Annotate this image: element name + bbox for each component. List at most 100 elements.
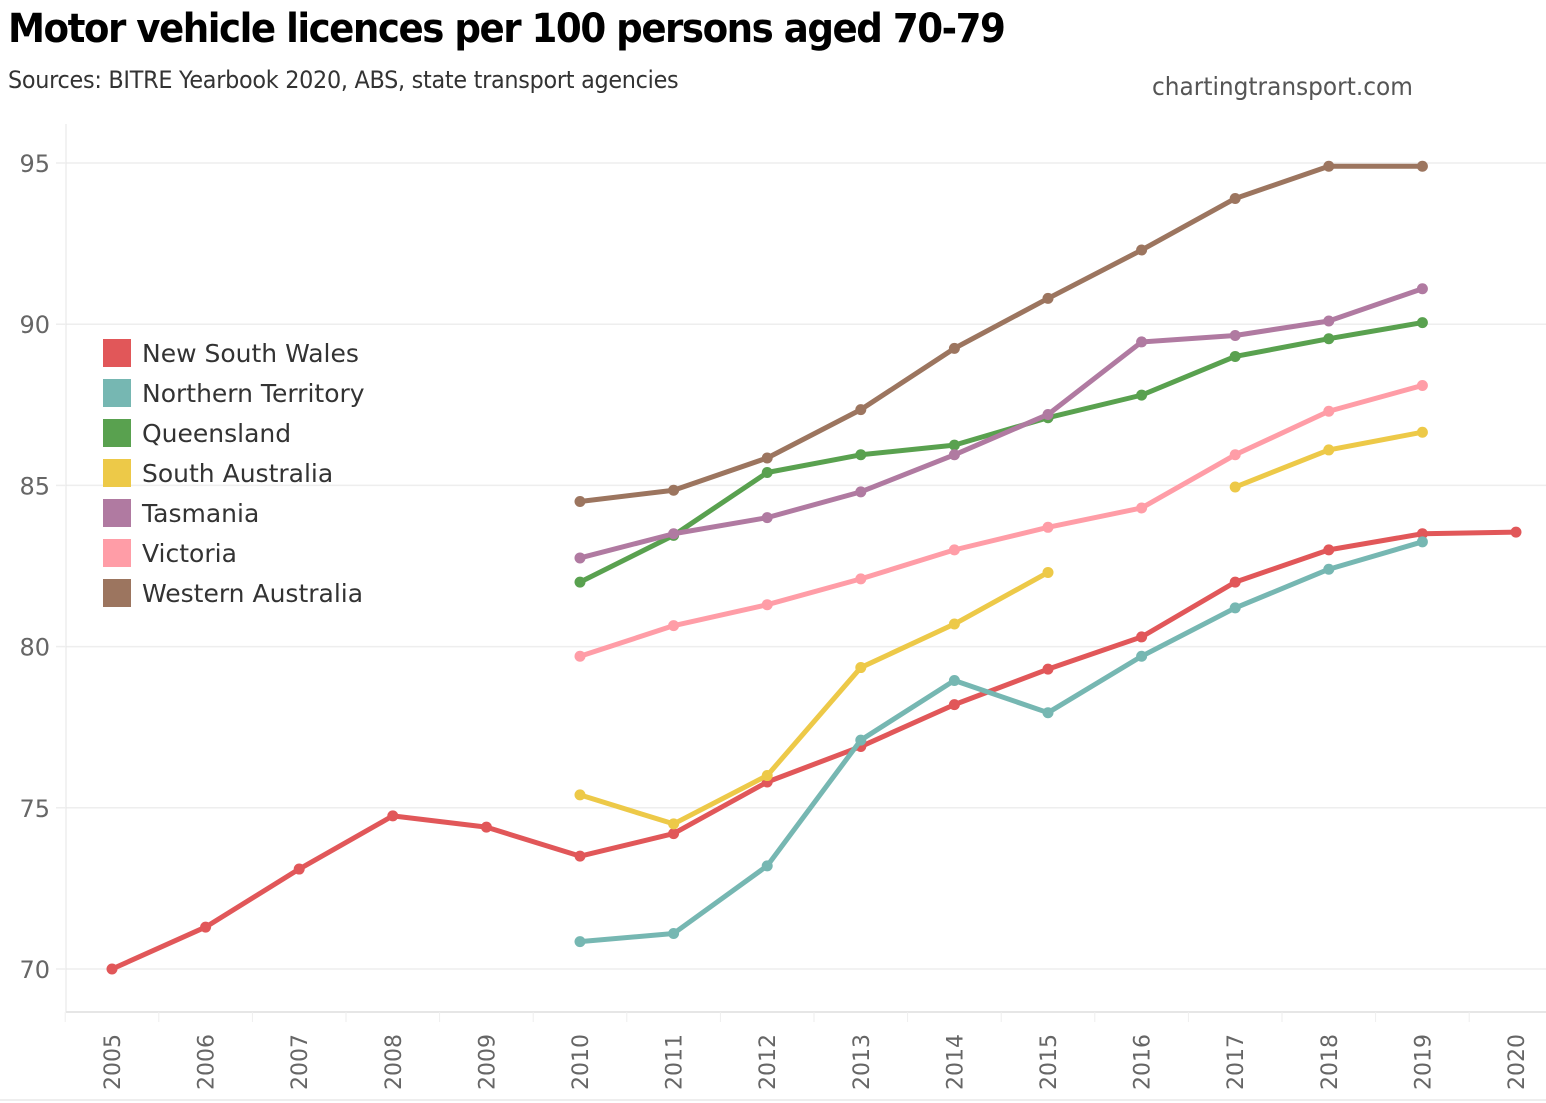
data-point[interactable]	[668, 484, 680, 496]
data-point[interactable]	[1136, 650, 1148, 662]
data-point[interactable]	[668, 620, 680, 632]
data-point[interactable]	[1416, 317, 1428, 329]
series-line	[577, 320, 1425, 585]
data-point[interactable]	[668, 928, 680, 940]
legend-item[interactable]: South Australia	[103, 453, 365, 493]
data-point[interactable]	[480, 821, 492, 833]
data-point[interactable]	[948, 699, 960, 711]
data-point[interactable]	[761, 860, 773, 872]
data-point[interactable]	[1416, 160, 1428, 172]
data-point[interactable]	[1229, 449, 1241, 461]
data-point[interactable]	[1416, 536, 1428, 548]
y-tick-label: 90	[19, 311, 50, 339]
data-point[interactable]	[948, 674, 960, 686]
data-point[interactable]	[1323, 444, 1335, 456]
y-tick-label: 95	[19, 150, 50, 178]
data-point[interactable]	[855, 486, 867, 498]
data-point[interactable]	[855, 662, 867, 674]
data-point[interactable]	[1042, 408, 1054, 420]
data-point[interactable]	[1323, 333, 1335, 345]
data-point[interactable]	[1042, 521, 1054, 533]
data-point[interactable]	[106, 963, 118, 975]
legend-item[interactable]: New South Wales	[103, 333, 365, 373]
x-tick-label: 2006	[195, 1034, 220, 1090]
data-point[interactable]	[1229, 329, 1241, 341]
legend-swatch	[103, 539, 131, 567]
data-point[interactable]	[1416, 528, 1428, 540]
data-point[interactable]	[855, 404, 867, 416]
legend-label: New South Wales	[142, 338, 359, 368]
legend-label: South Australia	[142, 458, 334, 488]
data-point[interactable]	[200, 921, 212, 933]
data-point[interactable]	[1042, 707, 1054, 719]
legend-item[interactable]: Western Australia	[103, 573, 365, 613]
data-point[interactable]	[1136, 244, 1148, 256]
data-point[interactable]	[1229, 481, 1241, 493]
data-point[interactable]	[948, 544, 960, 556]
x-tick-label: 2018	[1318, 1034, 1343, 1090]
data-point[interactable]	[1229, 576, 1241, 588]
data-point[interactable]	[574, 552, 586, 564]
data-point[interactable]	[1416, 379, 1428, 391]
data-point[interactable]	[1416, 426, 1428, 438]
data-point[interactable]	[761, 599, 773, 611]
series-line	[577, 569, 1051, 827]
data-point[interactable]	[1416, 283, 1428, 295]
data-point[interactable]	[855, 734, 867, 746]
data-point[interactable]	[1229, 350, 1241, 362]
data-point[interactable]	[668, 528, 680, 540]
legend-label: Tasmania	[142, 498, 260, 528]
legend-item[interactable]: Queensland	[103, 413, 365, 453]
data-point[interactable]	[948, 342, 960, 354]
data-point[interactable]	[948, 449, 960, 461]
data-point[interactable]	[668, 828, 680, 840]
data-point[interactable]	[574, 576, 586, 588]
series-queensland	[574, 317, 1428, 588]
data-point[interactable]	[1042, 292, 1054, 304]
data-point[interactable]	[1136, 631, 1148, 643]
data-point[interactable]	[1136, 336, 1148, 348]
data-point[interactable]	[1136, 389, 1148, 401]
data-point[interactable]	[761, 467, 773, 479]
data-point[interactable]	[1510, 526, 1522, 538]
data-point[interactable]	[387, 810, 399, 822]
data-point[interactable]	[855, 449, 867, 461]
legend-item[interactable]: Tasmania	[103, 493, 365, 533]
chart-subtitle: Sources: BITRE Yearbook 2020, ABS, state…	[8, 66, 679, 94]
series-western-australia	[574, 160, 1428, 508]
legend-item[interactable]: Victoria	[103, 533, 365, 573]
data-point[interactable]	[855, 573, 867, 585]
data-point[interactable]	[574, 936, 586, 948]
data-point[interactable]	[293, 863, 305, 875]
data-point[interactable]	[1042, 566, 1054, 578]
data-point[interactable]	[1323, 563, 1335, 575]
y-tick-label: 75	[19, 795, 50, 823]
data-point[interactable]	[1323, 160, 1335, 172]
data-point[interactable]	[1229, 192, 1241, 204]
legend-label: Victoria	[142, 538, 237, 568]
data-point[interactable]	[1323, 544, 1335, 556]
data-point[interactable]	[574, 850, 586, 862]
data-point[interactable]	[1042, 663, 1054, 675]
x-tick-label: 2019	[1411, 1034, 1436, 1090]
data-point[interactable]	[1136, 502, 1148, 514]
data-point[interactable]	[761, 512, 773, 524]
data-point[interactable]	[761, 452, 773, 464]
data-point[interactable]	[948, 618, 960, 630]
data-point[interactable]	[1229, 602, 1241, 614]
x-tick-label: 2009	[475, 1034, 500, 1090]
legend-item[interactable]: Northern Territory	[103, 373, 365, 413]
series-line	[577, 382, 1425, 659]
x-tick-label: 2020	[1505, 1034, 1530, 1090]
data-point[interactable]	[761, 770, 773, 782]
data-point[interactable]	[948, 439, 960, 451]
data-point[interactable]	[574, 496, 586, 508]
legend-label: Western Australia	[142, 578, 364, 608]
data-point[interactable]	[668, 818, 680, 830]
data-point[interactable]	[574, 650, 586, 662]
data-point[interactable]	[574, 789, 586, 801]
y-tick-label: 85	[19, 472, 50, 500]
data-point[interactable]	[1323, 315, 1335, 327]
data-point[interactable]	[1323, 405, 1335, 417]
